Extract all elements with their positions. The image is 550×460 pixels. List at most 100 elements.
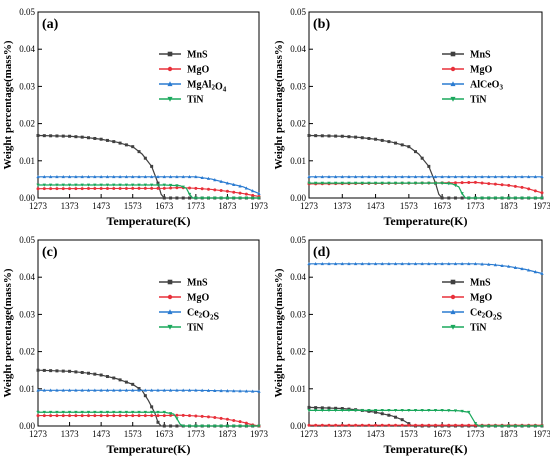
data-point <box>307 405 311 409</box>
y-tick-label: 0.05 <box>19 235 35 245</box>
data-point <box>487 196 491 200</box>
chart-panel-3: 1273 1373 1473 1573 1673 1773 1873 1973 0.00 0.01… <box>2 235 269 456</box>
y-tick-label: 0.04 <box>290 44 306 54</box>
data-point <box>93 183 97 187</box>
x-tick-label: 1973 <box>533 201 550 211</box>
data-point <box>340 134 344 138</box>
series-mgo: MgO <box>307 293 544 427</box>
data-point <box>360 423 364 427</box>
data-point <box>467 423 471 427</box>
series-alceo3: AlCeO3 <box>307 80 544 179</box>
x-tick-label: 1473 <box>367 429 386 439</box>
data-point <box>251 196 255 200</box>
data-point <box>467 181 471 185</box>
data-point <box>42 368 46 372</box>
data-point <box>420 156 424 160</box>
data-point <box>394 415 398 419</box>
data-point <box>143 183 147 187</box>
data-point <box>507 183 511 187</box>
data-point <box>150 388 154 392</box>
data-point <box>414 423 418 427</box>
legend-label-part: 3 <box>499 84 503 92</box>
series-tin: TiN <box>36 323 261 428</box>
data-point <box>520 174 524 179</box>
data-point <box>112 414 116 418</box>
data-point <box>74 414 78 418</box>
chart-panel-2: 1273 1373 1473 1573 1673 1773 1873 1973 0.00 0.01… <box>273 7 550 228</box>
data-point <box>194 196 198 200</box>
data-point <box>61 414 65 418</box>
data-point <box>407 409 411 413</box>
data-point <box>137 150 141 154</box>
data-point <box>80 135 84 139</box>
data-point <box>225 389 230 393</box>
series-line <box>38 414 260 427</box>
data-point <box>453 174 458 179</box>
data-point <box>540 424 544 428</box>
x-tick-label: 1773 <box>187 429 206 439</box>
data-point <box>387 413 391 417</box>
data-point <box>333 181 338 185</box>
x-tick-label: 1973 <box>250 429 269 439</box>
data-point <box>93 187 97 191</box>
data-point <box>143 388 147 392</box>
data-point <box>427 409 431 413</box>
x-axis-label: Temperature(K) <box>384 214 468 228</box>
data-point <box>42 414 46 418</box>
data-point <box>143 414 147 418</box>
data-point <box>150 164 154 168</box>
legend-marker <box>450 51 456 57</box>
data-point <box>86 388 91 392</box>
legend-label: MgO <box>187 65 209 76</box>
data-point <box>238 196 242 200</box>
data-point <box>353 174 358 179</box>
data-point <box>105 186 109 190</box>
data-point <box>373 181 378 185</box>
data-point <box>394 423 398 427</box>
data-point <box>320 423 324 427</box>
data-point <box>194 174 198 179</box>
data-point <box>527 424 531 428</box>
data-point <box>513 184 517 188</box>
legend-label-part: O <box>215 82 223 93</box>
data-point <box>169 186 173 190</box>
data-point <box>367 409 371 413</box>
y-tick-label: 0.01 <box>290 384 306 394</box>
data-point <box>194 186 198 190</box>
data-point <box>347 135 351 139</box>
x-tick-label: 1673 <box>433 201 452 211</box>
data-point <box>200 187 204 191</box>
series-mns: MnS <box>307 278 544 428</box>
data-point <box>124 414 128 418</box>
data-point <box>487 174 491 179</box>
data-point <box>420 181 424 185</box>
series-line <box>309 409 542 427</box>
data-point <box>420 174 424 179</box>
data-point <box>527 268 531 272</box>
y-tick-label: 0.00 <box>19 421 35 431</box>
data-point <box>150 186 154 190</box>
data-point <box>340 409 344 413</box>
data-point <box>500 196 504 200</box>
x-tick-label: 1573 <box>400 201 419 211</box>
data-point <box>374 410 378 414</box>
data-point <box>105 375 109 379</box>
data-point <box>150 410 154 415</box>
data-point <box>244 186 249 190</box>
data-point <box>440 196 444 200</box>
data-point <box>80 174 84 179</box>
data-point <box>373 262 378 266</box>
data-point <box>118 388 122 392</box>
data-point <box>181 185 185 189</box>
data-point <box>194 388 198 392</box>
data-point <box>244 196 249 200</box>
data-point <box>42 410 46 415</box>
data-point <box>42 388 46 392</box>
data-point <box>74 370 78 374</box>
data-point <box>257 191 261 195</box>
data-point <box>407 423 411 427</box>
data-point <box>80 414 84 418</box>
data-point <box>447 423 451 427</box>
legend-label: MgAl2O4 <box>187 80 227 94</box>
data-point <box>206 388 211 392</box>
